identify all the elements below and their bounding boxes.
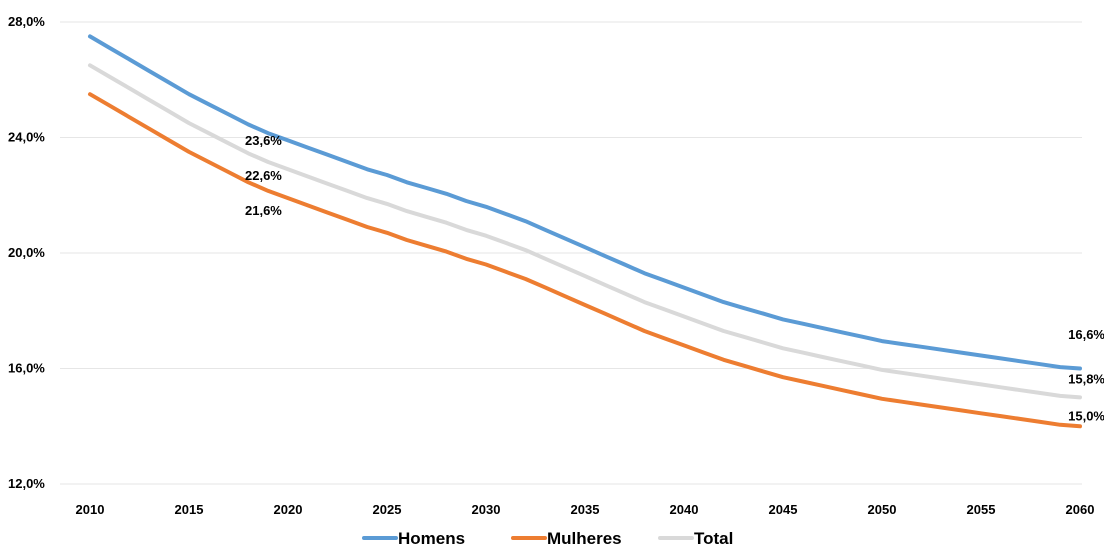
- data-label-mulheres-2018: 21,6%: [245, 203, 282, 218]
- data-label-total-2060: 15,8%: [1068, 371, 1104, 386]
- x-tick-label: 2055: [967, 502, 996, 517]
- x-tick-label: 2020: [274, 502, 303, 517]
- x-tick-label: 2030: [472, 502, 501, 517]
- data-label-homens-2060: 16,6%: [1068, 327, 1104, 342]
- legend-label-total: Total: [694, 529, 733, 546]
- series-line-homens: [88, 34, 1082, 371]
- series-lines: [88, 34, 1082, 429]
- x-tick-label: 2045: [769, 502, 798, 517]
- data-label-total-2018: 22,6%: [245, 168, 282, 183]
- gridlines: [60, 21, 1082, 485]
- y-tick-label: 24,0%: [8, 130, 45, 145]
- legend: Homens Mulheres Total: [362, 529, 733, 546]
- legend-label-homens: Homens: [398, 529, 465, 546]
- x-tick-label: 2015: [175, 502, 204, 517]
- y-tick-label: 28,0%: [8, 14, 45, 29]
- series-line-mulheres: [88, 92, 1082, 429]
- series-line-total: [88, 63, 1082, 400]
- x-tick-label: 2035: [571, 502, 600, 517]
- y-tick-label: 12,0%: [8, 476, 45, 491]
- data-label-homens-2018: 23,6%: [245, 133, 282, 148]
- legend-label-mulheres: Mulheres: [547, 529, 622, 546]
- x-tick-label: 2025: [373, 502, 402, 517]
- y-tick-label: 20,0%: [8, 245, 45, 260]
- y-tick-label: 16,0%: [8, 361, 45, 376]
- x-tick-label: 2010: [76, 502, 105, 517]
- x-tick-label: 2060: [1066, 502, 1095, 517]
- data-labels: 23,6% 22,6% 21,6% 16,6% 15,8% 15,0%: [245, 133, 1104, 423]
- x-tick-label: 2040: [670, 502, 699, 517]
- x-axis-ticks: 2010 2015 2020 2025 2030 2035 2040 2045 2050 2055…: [76, 502, 1095, 517]
- data-label-mulheres-2060: 15,0%: [1068, 408, 1104, 423]
- x-tick-label: 2050: [868, 502, 897, 517]
- y-axis-ticks: 28,0% 24,0% 20,0% 16,0% 12,0%: [8, 14, 45, 491]
